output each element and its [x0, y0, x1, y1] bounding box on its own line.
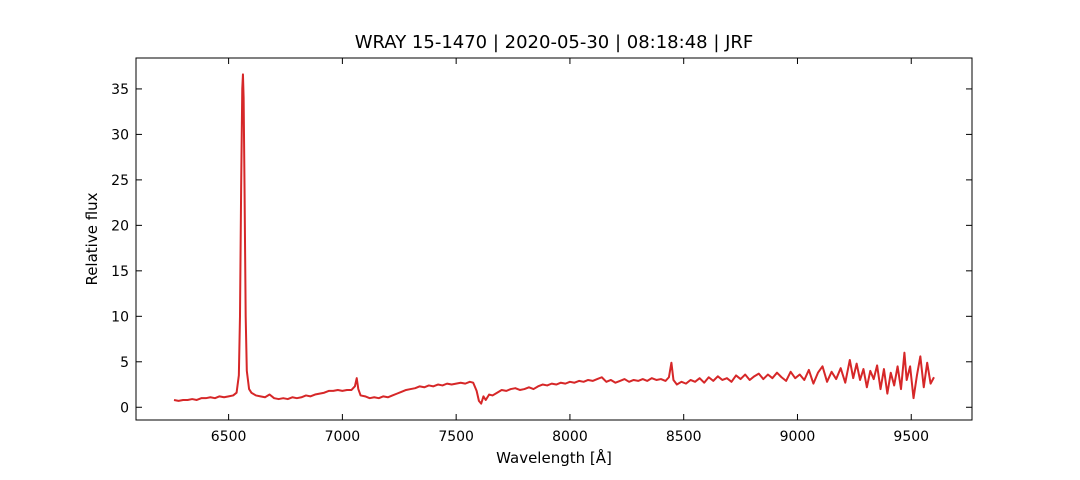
chart-title: WRAY 15-1470 | 2020-05-30 | 08:18:48 | J…	[355, 32, 754, 53]
x-tick-label: 9500	[893, 429, 929, 445]
y-tick-label: 20	[111, 218, 129, 234]
y-tick-label: 30	[111, 127, 129, 143]
x-axis-label: Wavelength [Å]	[496, 448, 612, 467]
x-tick-label: 8000	[552, 429, 588, 445]
y-tick-label: 35	[111, 82, 129, 98]
x-tick-label: 9000	[780, 429, 816, 445]
x-tick-label: 6500	[211, 429, 247, 445]
y-tick-label: 10	[111, 309, 129, 325]
y-tick-label: 0	[120, 400, 129, 416]
plot-area	[173, 73, 935, 405]
x-tick-label: 7000	[325, 429, 361, 445]
axes-frame	[135, 57, 973, 421]
x-tick-label: 7500	[438, 429, 474, 445]
y-tick-label: 15	[111, 264, 129, 280]
x-tick-label: 8500	[666, 429, 702, 445]
y-tick-label: 25	[111, 173, 129, 189]
y-tick-label: 5	[120, 355, 129, 371]
y-axis-label: Relative flux	[83, 192, 101, 285]
spectrum-line	[173, 73, 935, 405]
